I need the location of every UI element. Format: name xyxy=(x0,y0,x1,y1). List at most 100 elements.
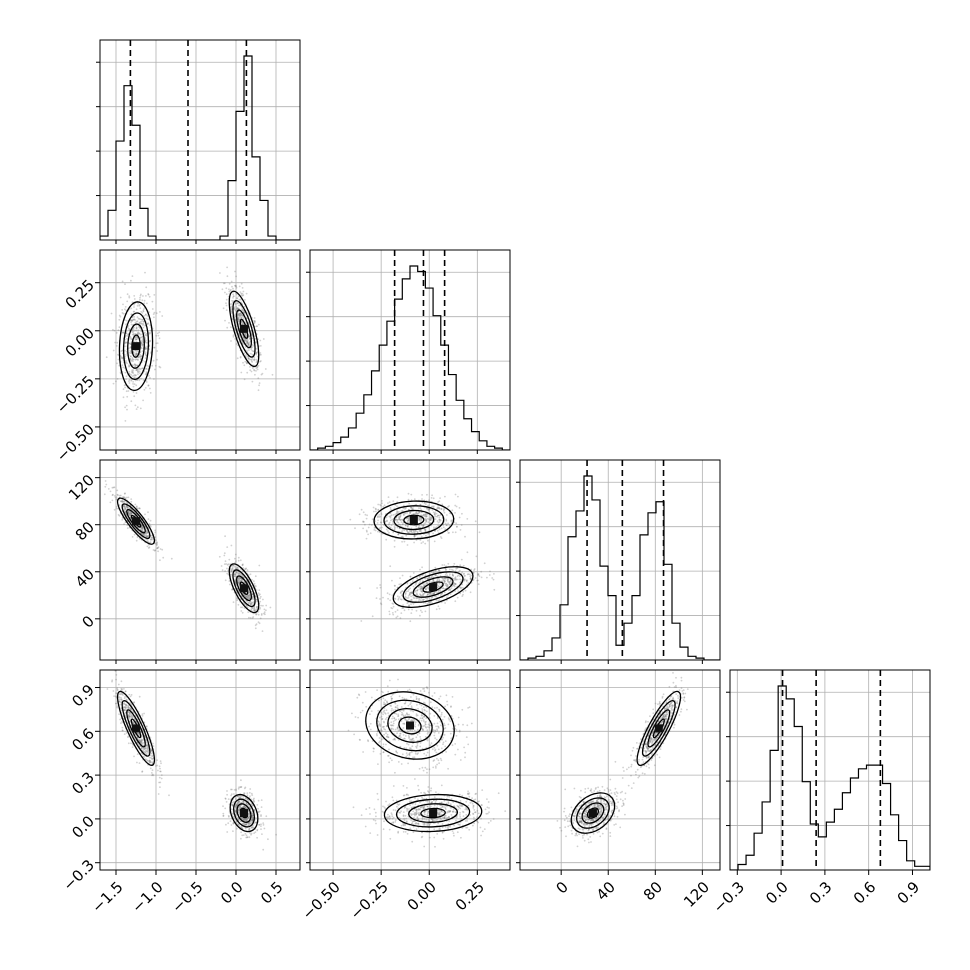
panel-content xyxy=(310,670,510,870)
x-tick-label: −0.50 xyxy=(299,878,344,923)
contour-level xyxy=(118,301,154,392)
density-peak xyxy=(429,583,438,592)
scatter-points xyxy=(349,492,496,623)
x-tick-label: 0.00 xyxy=(404,878,440,914)
contour-level xyxy=(229,793,259,833)
panel-content xyxy=(310,460,510,660)
scatter-points xyxy=(106,670,277,851)
y-tick-label: −0.25 xyxy=(53,372,98,417)
scatter-points xyxy=(347,678,507,848)
scatter-panel-3-1 xyxy=(99,459,301,661)
x-tick-label: −0.3 xyxy=(710,878,748,916)
contour-level xyxy=(383,505,445,535)
panel-content xyxy=(100,670,300,870)
y-tick-label: 0.6 xyxy=(68,725,98,755)
density-peak xyxy=(132,342,140,351)
panel-content xyxy=(100,250,300,450)
y-tick-label: 40 xyxy=(72,565,98,591)
contour-level xyxy=(412,576,454,598)
panel-frame xyxy=(309,669,511,871)
panel-frame xyxy=(729,669,931,871)
contour-level xyxy=(235,309,253,349)
contour-level xyxy=(131,334,141,358)
x-tick-label: 0.6 xyxy=(850,878,880,908)
y-tick-label: 0.3 xyxy=(68,768,98,798)
scatter-panel-3-2 xyxy=(309,459,511,661)
contour-level xyxy=(121,503,151,540)
x-tick-label: 0.5 xyxy=(257,878,287,908)
scatter-panel-4-2 xyxy=(309,669,511,871)
x-tick-label: 0.0 xyxy=(762,878,792,908)
x-tick-label: 0.25 xyxy=(452,878,488,914)
histogram-panel-3 xyxy=(516,459,721,661)
contour-level xyxy=(127,323,145,369)
panel-frame xyxy=(99,669,301,871)
contour-level xyxy=(233,798,256,828)
y-tick-label: 0 xyxy=(79,612,98,631)
contour-level xyxy=(403,514,425,526)
panel-frame xyxy=(519,669,721,871)
y-tick-label: 0.25 xyxy=(62,276,98,312)
y-tick-label: −0.50 xyxy=(53,420,98,465)
contour-level xyxy=(393,509,435,531)
histogram-panel-1 xyxy=(96,39,301,241)
y-tick-label: 0.9 xyxy=(68,681,98,711)
panel-frame xyxy=(309,249,511,451)
contour-level xyxy=(402,571,464,603)
x-tick-label: 80 xyxy=(640,878,666,904)
scatter-panel-4-1 xyxy=(99,669,301,871)
contour-level xyxy=(576,797,610,829)
contour-level xyxy=(636,690,682,766)
x-tick-label: 120 xyxy=(680,878,713,911)
density-peak xyxy=(132,724,140,733)
x-tick-label: −0.5 xyxy=(168,878,206,916)
contour-level xyxy=(570,792,616,834)
contour-level xyxy=(232,299,256,358)
scatter-panel-2-1 xyxy=(99,249,301,451)
density-peak xyxy=(240,324,248,333)
density-peak xyxy=(132,517,140,526)
density-peak xyxy=(429,809,438,818)
contour-level xyxy=(398,716,422,735)
y-tick-label: 0.0 xyxy=(68,812,98,842)
histogram-panel-4 xyxy=(726,669,931,871)
x-tick-label: 0.3 xyxy=(806,878,836,908)
histogram-line xyxy=(730,685,930,870)
contour-level xyxy=(647,709,671,748)
contour-level xyxy=(581,802,605,824)
histogram-panel-2 xyxy=(306,249,511,451)
density-peak xyxy=(409,516,418,524)
panel-frame xyxy=(309,459,511,661)
density-peak xyxy=(240,809,248,818)
panel-frame xyxy=(99,249,301,451)
contour-level xyxy=(228,290,260,368)
contour-level xyxy=(116,497,156,545)
contour-level xyxy=(373,500,455,540)
x-tick-label: 40 xyxy=(593,878,619,904)
density-peak xyxy=(654,724,663,733)
x-tick-label: −1.0 xyxy=(128,878,166,916)
scatter-points xyxy=(105,266,274,422)
contour-level xyxy=(420,807,446,819)
contour-level xyxy=(387,708,433,743)
y-tick-label: 120 xyxy=(65,471,98,504)
histogram-line xyxy=(100,55,300,240)
panel-content xyxy=(520,670,720,870)
contour-level xyxy=(408,803,459,823)
x-tick-label: −1.5 xyxy=(88,878,126,916)
x-tick-label: 0.0 xyxy=(217,878,247,908)
contour-level xyxy=(641,700,676,757)
panel-frame xyxy=(99,39,301,241)
y-tick-label: −0.3 xyxy=(60,856,98,894)
axes-labels: −1.5 −1.0 −0.5 0.0 0.5 −0.50 −0.25 0.00 0.25 0 40 8… xyxy=(53,240,923,923)
density-peak xyxy=(588,809,597,818)
x-tick-label: −0.25 xyxy=(347,878,392,923)
histogram-line xyxy=(520,475,720,660)
contour-level xyxy=(392,566,474,609)
contour-level xyxy=(121,700,151,757)
contour-level xyxy=(122,312,150,380)
density-peak xyxy=(406,721,414,730)
contour-level xyxy=(228,563,260,614)
density-peak xyxy=(240,584,248,593)
